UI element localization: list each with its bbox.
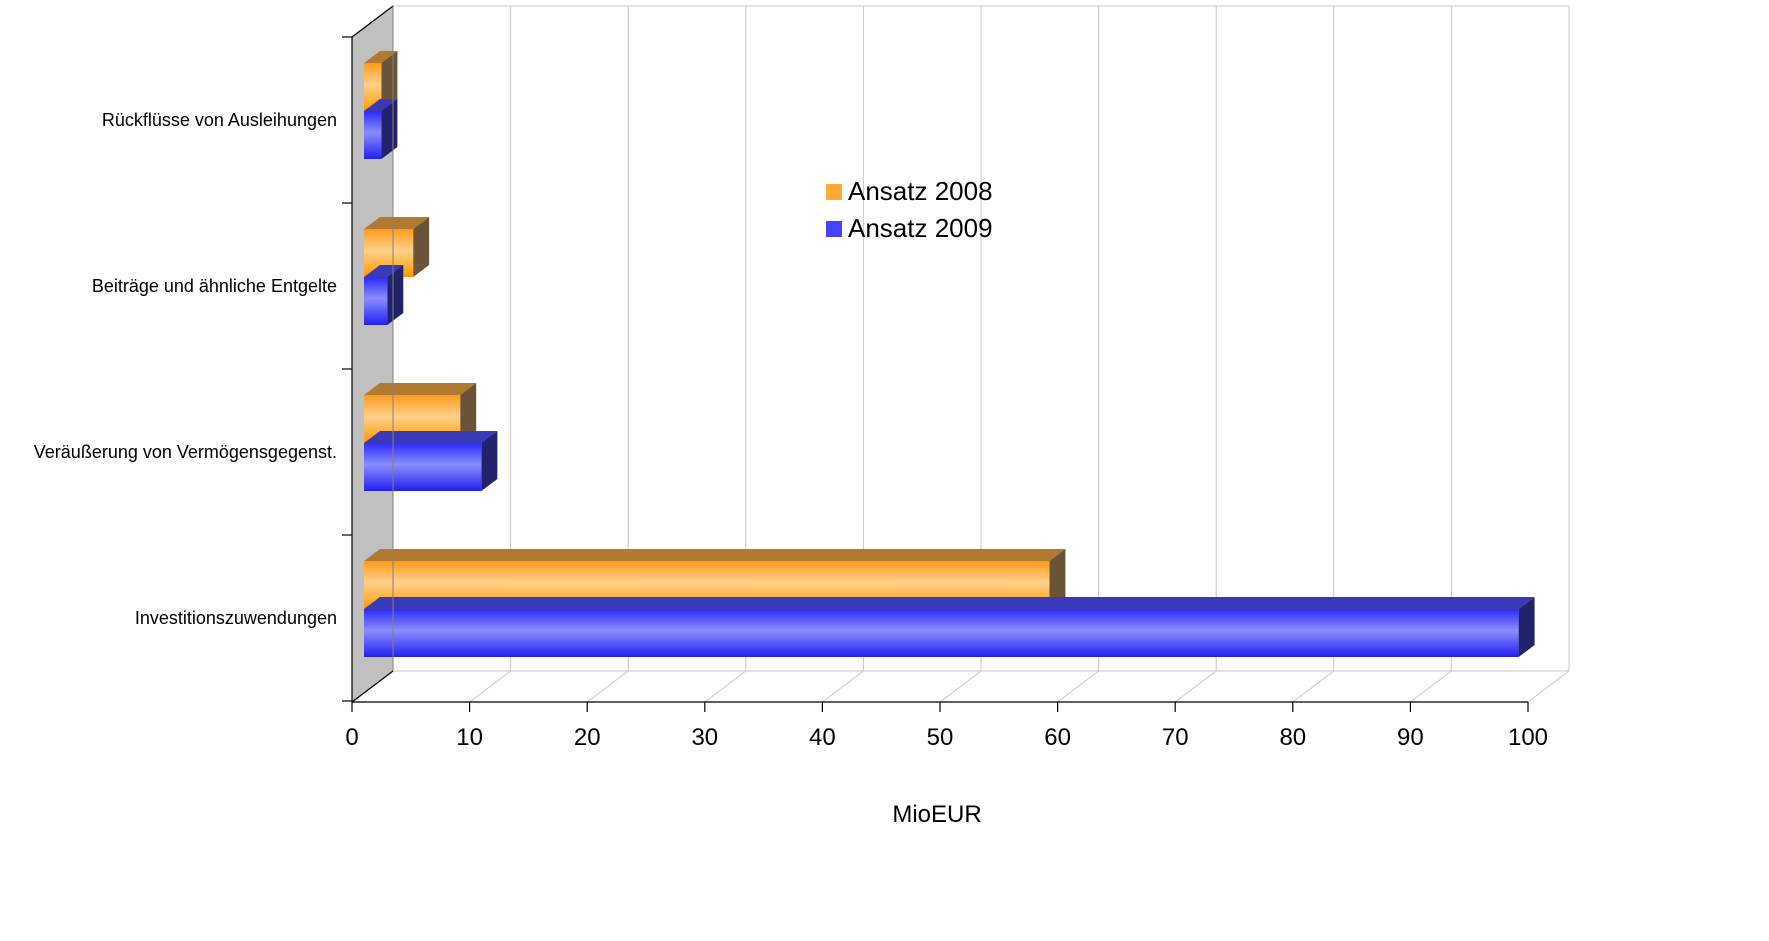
bar-side-face [460,383,477,443]
bar-side-face [413,217,430,277]
x-tick-label: 10 [456,724,483,751]
x-tick-label: 20 [574,724,601,751]
bar-ansatz-2009 [364,597,1535,657]
y-tick-label: Beiträge und ähnliche Entgelte [92,276,337,296]
bar-top-face [364,597,1535,609]
x-tick-label: 50 [927,724,954,751]
bars-layer [364,51,1535,657]
bar-top-face [364,549,1066,561]
x-tick-label: 90 [1397,724,1424,751]
axes-layer: Rückflüsse von Ausleihungen Beiträge und … [34,5,1548,751]
x-tick-label: 30 [691,724,718,751]
x-axis-title: MioEUR [892,801,981,828]
bar-front-face [364,277,388,325]
bar-ansatz-2009 [364,265,404,325]
floor-gridline [939,670,982,703]
bar-top-face [364,217,430,229]
x-tick-label: 60 [1044,724,1071,751]
floor-gridline [586,670,629,703]
y-tick-label: Veräußerung von Vermögensgegenst. [34,442,337,462]
x-tick-label: 70 [1162,724,1189,751]
floor-gridline [1174,670,1217,703]
bar-front-face [364,111,382,159]
legend-swatch-ansatz-2009 [826,221,842,237]
bar-top-face [364,99,398,111]
bar-side-face [387,265,404,325]
floor-gridline [822,670,864,703]
wall-top-edge [351,5,394,38]
legend: Ansatz 2008 Ansatz 2009 [826,176,993,243]
bar-ansatz-2009 [364,431,498,491]
bar-side-face [481,431,498,491]
floor-gridline [1292,670,1335,703]
x-tick-label: 80 [1279,724,1306,751]
x-tick-label: 0 [345,724,358,751]
bar-front-face [364,609,1519,657]
bar-top-face [364,51,398,63]
floor-gridline [1410,670,1452,703]
floor-gridline [704,670,747,703]
bar-side-face [1518,597,1535,657]
bar-front-face [364,63,382,111]
bar-ansatz-2009 [364,99,398,159]
legend-label-ansatz-2009: Ansatz 2009 [848,213,993,243]
bar-top-face [364,383,477,395]
floor-gridline [1527,670,1570,703]
floor-left-edge [351,670,394,703]
bar-side-face [1049,549,1066,609]
y-tick-label: Investitionszuwendungen [135,608,337,628]
y-tick-label: Rückflüsse von Ausleihungen [102,110,337,130]
x-tick-label: 100 [1508,724,1548,751]
legend-label-ansatz-2008: Ansatz 2008 [848,176,993,206]
legend-swatch-ansatz-2008 [826,184,842,200]
bar-front-face [364,443,482,491]
x-tick-label: 40 [809,724,836,751]
floor-gridline [469,670,511,703]
floor-gridline [1057,670,1099,703]
bar-top-face [364,431,498,443]
